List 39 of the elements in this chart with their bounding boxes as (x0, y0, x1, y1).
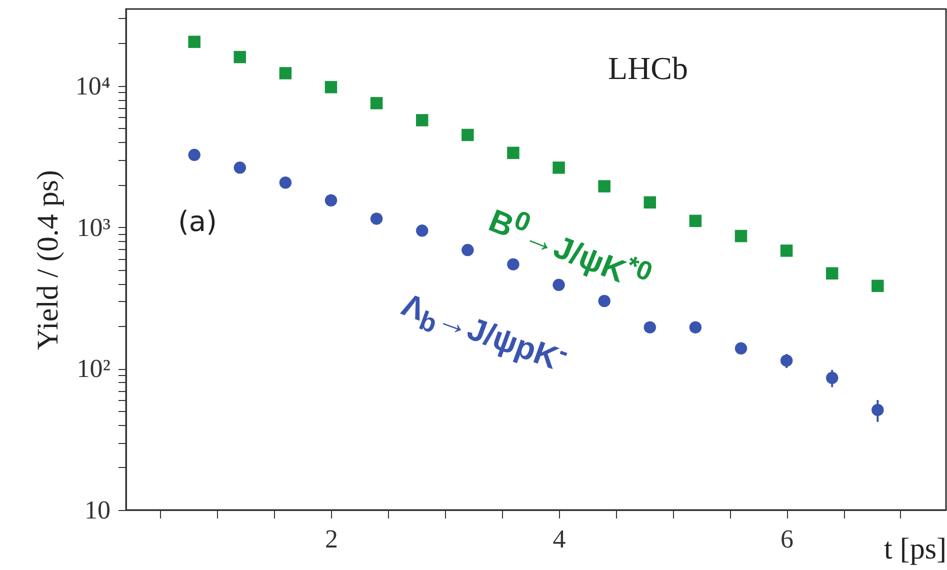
point (324, 81, 338, 94)
point (234, 50, 246, 64)
point (826, 267, 838, 280)
point (324, 194, 338, 206)
annotation: LHCb (608, 50, 688, 87)
point (689, 321, 702, 334)
point (188, 148, 200, 162)
point (507, 258, 520, 270)
x-tick-label: 6 (780, 524, 794, 554)
x-tick-label: 4 (552, 524, 566, 554)
point (644, 196, 656, 209)
point (370, 212, 383, 225)
point (598, 180, 610, 192)
point (644, 321, 656, 334)
point (507, 146, 520, 159)
point (552, 162, 565, 174)
point (462, 244, 474, 256)
point (188, 36, 200, 48)
point (734, 230, 748, 242)
point (598, 294, 610, 308)
point (416, 114, 428, 126)
point (234, 162, 246, 174)
point (462, 128, 474, 142)
point (689, 214, 702, 227)
y-axis-title: Yield / (0.4 ps) (31, 170, 64, 350)
y-tick-label: 10² (76, 354, 111, 384)
point (370, 97, 383, 110)
point (416, 224, 428, 237)
point (734, 342, 748, 355)
point (279, 67, 292, 80)
point (872, 280, 884, 292)
point (780, 244, 793, 257)
y-tick-label: 10³ (76, 212, 111, 242)
x-tick-label: 2 (325, 524, 338, 554)
x-axis-title: t [ps] (884, 532, 946, 566)
y-tick-label: 10 (84, 496, 110, 524)
point (279, 176, 292, 189)
annotation: (a) (178, 205, 218, 238)
y-tick-label: 10⁴ (75, 71, 110, 100)
